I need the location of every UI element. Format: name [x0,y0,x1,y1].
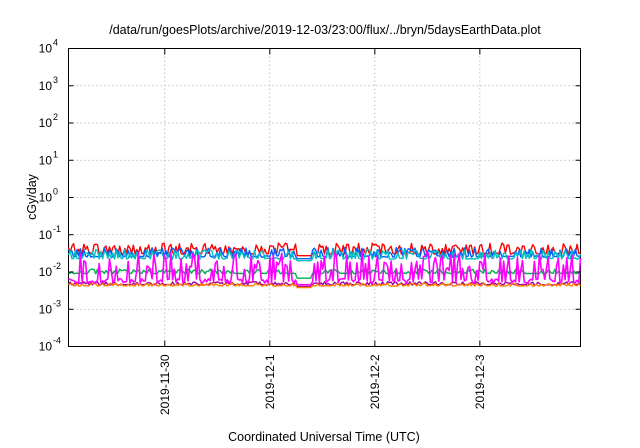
y-tick-exponent: 1 [53,149,58,159]
y-tick-exponent: 3 [53,75,58,85]
chart-title: /data/run/goesPlots/archive/2019-12-03/2… [109,23,541,37]
y-tick-label: 10 [39,191,53,205]
y-tick-exponent: 0 [53,187,58,197]
x-tick-label: 2019-12-2 [368,354,382,409]
y-tick-exponent: -3 [53,298,61,308]
x-tick-label: 2019-12-1 [263,354,277,409]
y-tick-exponent: -2 [53,261,61,271]
y-tick-label: 10 [39,228,53,242]
y-tick-exponent: -4 [53,336,61,346]
y-tick-label: 10 [39,153,53,167]
y-tick-label: 10 [39,302,53,316]
series-group [67,242,582,289]
y-tick-exponent: 4 [53,38,58,48]
x-axis-label: Coordinated Universal Time (UTC) [228,430,420,444]
y-tick-label: 10 [39,42,53,56]
y-tick-exponent: -1 [53,224,61,234]
x-tick-label: 2019-11-30 [158,354,172,415]
y-tick-label: 10 [39,265,53,279]
y-tick-label: 10 [39,340,53,354]
y-tick-label: 10 [39,79,53,93]
series-line [68,282,582,289]
series-line [68,251,582,286]
y-tick-label: 10 [39,116,53,130]
grid [68,48,581,347]
x-axis-ticks: 2019-11-30 2019-12-1 2019-12-2 2019-12-3 [158,48,487,415]
series-line [68,268,581,279]
y-tick-exponent: 2 [53,112,58,122]
y-axis-label: cGy/day [25,173,39,220]
x-tick-label: 2019-12-3 [473,354,487,409]
